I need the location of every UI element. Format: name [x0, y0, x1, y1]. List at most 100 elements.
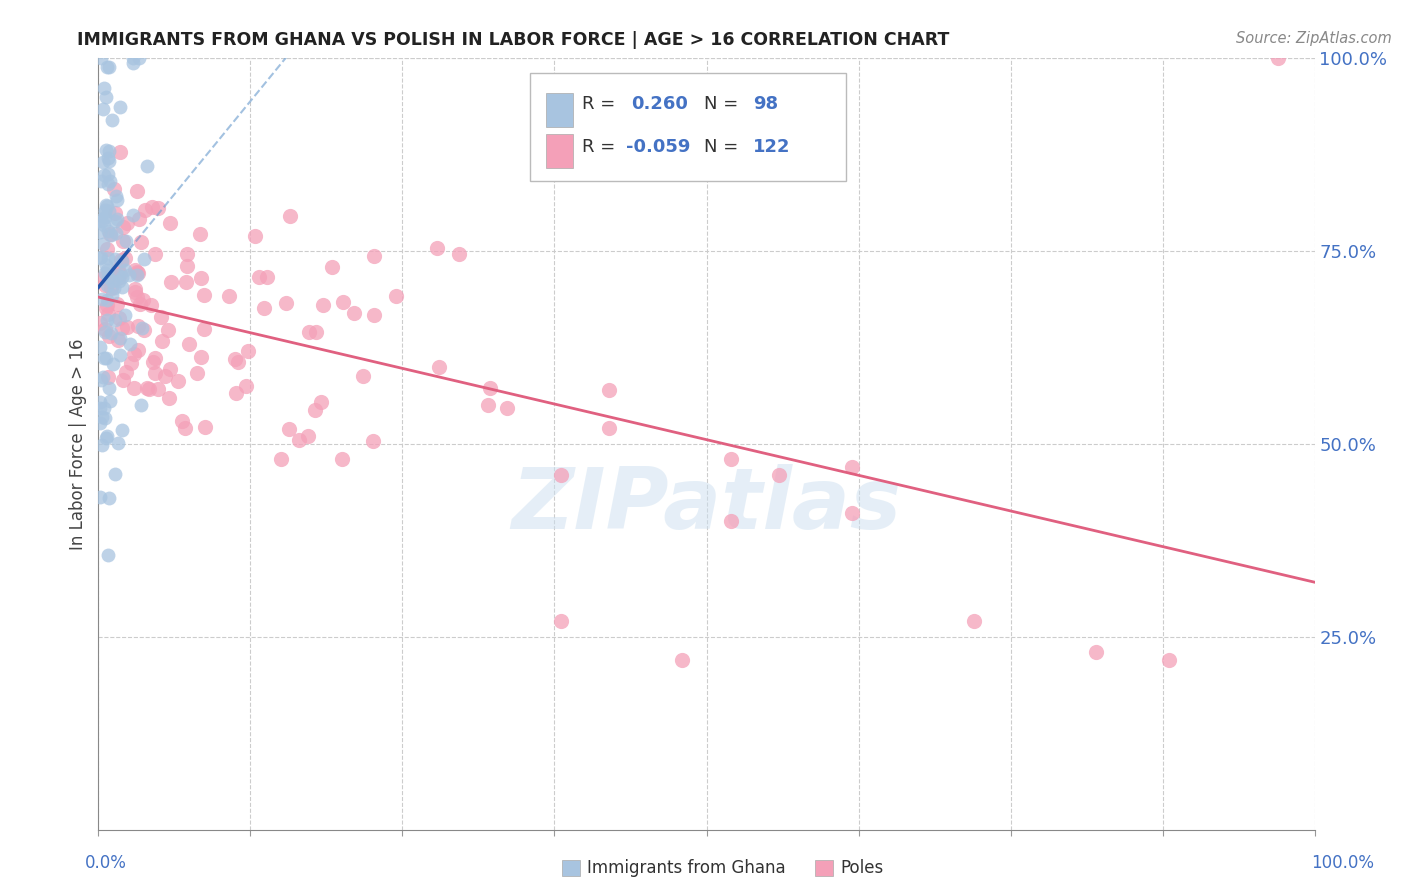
Point	[186, 366, 208, 380]
Point	[97, 151, 120, 165]
Point	[447, 246, 470, 260]
Point	[89, 250, 111, 264]
Point	[93, 102, 115, 116]
Point	[122, 208, 145, 222]
Point	[91, 370, 114, 384]
Point	[103, 182, 125, 196]
Point	[93, 80, 115, 95]
Point	[128, 211, 150, 226]
Point	[104, 205, 127, 219]
Point	[127, 343, 149, 357]
Point	[330, 452, 353, 467]
Point	[111, 253, 134, 268]
Point	[145, 366, 167, 380]
Point	[122, 381, 145, 395]
Point	[176, 276, 198, 290]
Point	[110, 253, 132, 268]
Text: 98: 98	[752, 95, 778, 113]
Point	[768, 467, 790, 482]
Point	[179, 336, 201, 351]
Point	[94, 89, 117, 103]
Point	[132, 322, 155, 336]
Point	[94, 325, 117, 339]
FancyBboxPatch shape	[546, 93, 572, 128]
Point	[274, 296, 297, 310]
Point	[105, 193, 128, 207]
Point	[153, 369, 176, 384]
Point	[112, 373, 135, 387]
Point	[108, 348, 131, 362]
Point	[598, 421, 620, 435]
Point	[247, 269, 270, 284]
Point	[94, 197, 117, 211]
Point	[100, 274, 122, 288]
Point	[129, 296, 152, 310]
Point	[97, 307, 120, 321]
Point	[478, 381, 501, 395]
Point	[107, 334, 129, 348]
Point	[100, 326, 122, 340]
Point	[142, 355, 165, 369]
Point	[253, 301, 276, 316]
Point	[97, 223, 120, 237]
Point	[100, 228, 122, 243]
Point	[111, 279, 134, 293]
Point	[107, 435, 129, 450]
Point	[145, 247, 167, 261]
Point	[228, 355, 250, 369]
Point	[89, 213, 111, 227]
Point	[91, 438, 114, 452]
Point	[127, 266, 149, 280]
Point	[176, 246, 198, 260]
Text: N =: N =	[704, 95, 738, 113]
Point	[89, 394, 111, 409]
Point	[193, 321, 215, 335]
Point	[98, 491, 121, 505]
Text: 122: 122	[752, 137, 790, 156]
Point	[98, 381, 121, 395]
Point	[115, 217, 138, 231]
Point	[107, 262, 129, 277]
Point	[98, 227, 121, 241]
Point	[278, 422, 301, 436]
Point	[143, 351, 166, 365]
Point	[127, 265, 149, 279]
Point	[157, 391, 180, 405]
Point	[98, 174, 121, 188]
Point	[93, 351, 115, 366]
Point	[122, 51, 145, 65]
Point	[96, 293, 118, 308]
Point	[104, 213, 127, 227]
Point	[96, 278, 118, 293]
Point	[385, 289, 408, 303]
Point	[103, 313, 125, 327]
Point	[160, 275, 183, 289]
Point	[107, 271, 129, 285]
Point	[111, 423, 134, 437]
Point	[97, 177, 120, 191]
Point	[90, 373, 112, 387]
Text: Immigrants from Ghana: Immigrants from Ghana	[588, 859, 786, 877]
Point	[671, 653, 693, 667]
Point	[94, 322, 117, 336]
Point	[136, 381, 159, 395]
Point	[110, 331, 132, 345]
Point	[120, 337, 142, 351]
Point	[105, 226, 128, 240]
Point	[120, 356, 142, 370]
Point	[297, 429, 319, 443]
Point	[193, 288, 215, 302]
Point	[93, 168, 115, 182]
Point	[111, 269, 134, 284]
Point	[101, 112, 124, 127]
Point	[149, 310, 172, 325]
Point	[98, 204, 121, 219]
FancyBboxPatch shape	[546, 134, 572, 169]
Point	[159, 216, 181, 230]
Point	[108, 145, 131, 160]
Point	[963, 614, 986, 628]
Point	[97, 167, 120, 181]
Point	[361, 434, 384, 448]
Point	[97, 153, 120, 168]
Point	[124, 282, 146, 296]
